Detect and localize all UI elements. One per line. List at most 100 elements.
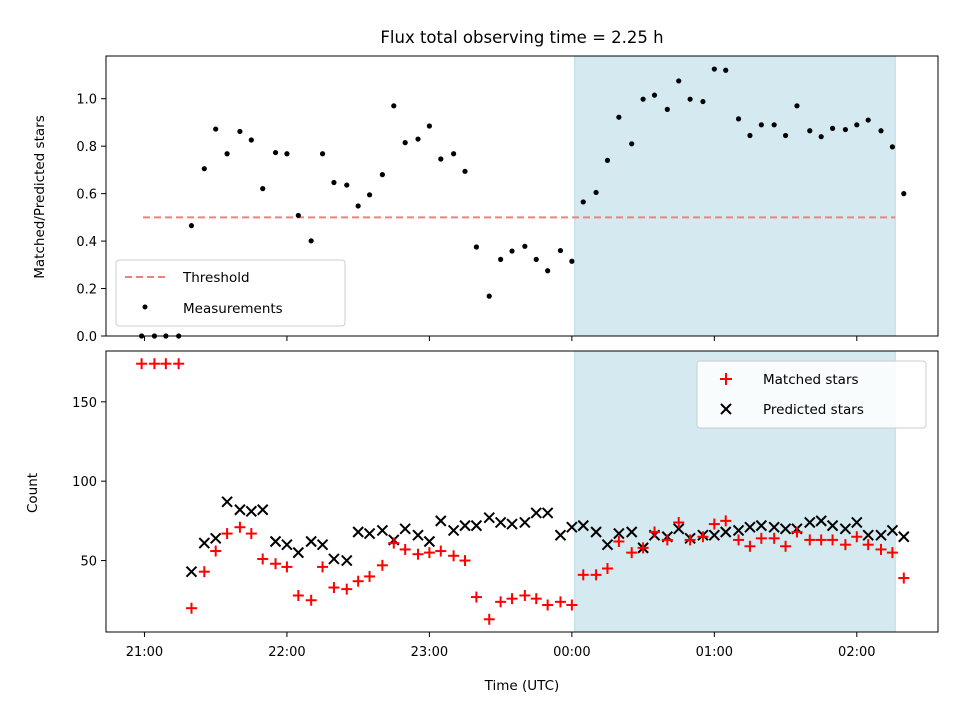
y-tick-label: 0.6 (76, 188, 97, 203)
matched-star-point (875, 543, 887, 555)
matched-star-point (708, 518, 720, 530)
measurement-point (640, 96, 646, 102)
predicted-star-point-stroke (875, 529, 887, 541)
predicted-star-point-stroke (316, 538, 329, 551)
counts-legend-box (696, 360, 927, 429)
predicted-star-point (851, 516, 863, 529)
matched-star-point (815, 534, 827, 546)
predicted-star-point (601, 538, 614, 551)
measurement-point (818, 134, 824, 140)
matched-star-point (862, 539, 874, 551)
matched-star-point (804, 534, 816, 546)
matched-star-point (542, 599, 554, 611)
predicted-star-point-stroke (363, 527, 376, 540)
predicted-star-point (341, 554, 353, 567)
matched-star-point (791, 526, 803, 538)
matched-star-point (780, 540, 792, 552)
matched-star-point (684, 534, 696, 546)
ratio-y-ticks: 0.0 0.2 0.4 0.6 0.8 1.0 (76, 93, 106, 345)
measurement-point (522, 243, 528, 249)
matched-star-point (352, 575, 364, 587)
predicted-star-point-stroke (768, 521, 780, 533)
predicted-star-point (804, 516, 816, 529)
measurement-point (213, 126, 219, 132)
predicted-star-point-stroke (886, 524, 899, 537)
x-tick-label: 21:00 (126, 645, 163, 660)
matched-star-point (495, 596, 507, 608)
matched-star-point (768, 532, 780, 544)
legend-matched-label: Matched stars (763, 372, 859, 388)
ratio-legend: Threshold Measurements (115, 259, 346, 327)
predicted-star-point-stroke (341, 554, 353, 567)
matched-star-point (530, 593, 542, 605)
predicted-star-point-stroke (566, 521, 578, 533)
measurement-point (807, 128, 813, 134)
measurement-point (580, 199, 586, 205)
predicted-star-point-stroke (245, 505, 258, 518)
predicted-star-point (447, 524, 460, 537)
predicted-star-point (245, 505, 258, 518)
predicted-star-point (862, 529, 874, 541)
measurement-point (545, 268, 551, 274)
predicted-star-point (506, 518, 518, 530)
measurement-point (272, 149, 279, 156)
matched-star-point (613, 536, 625, 548)
predicted-star-point (328, 553, 340, 565)
measurement-point (901, 191, 907, 197)
matched-star-point (519, 589, 531, 601)
measurement-point (451, 151, 457, 157)
predicted-star-point-stroke (826, 519, 839, 532)
measurement-point (379, 172, 385, 178)
matched-star-point (399, 543, 411, 555)
predicted-star-point (470, 519, 483, 532)
matched-star-point (148, 358, 160, 370)
measurement-point (700, 98, 706, 105)
predicted-star-point (363, 527, 376, 540)
y-tick-label: 1.0 (76, 93, 97, 108)
matched-star-point (898, 572, 910, 584)
matched-star-points (136, 358, 910, 625)
y-tick-label: 0.4 (76, 235, 97, 250)
matched-star-point (851, 531, 863, 543)
predicted-star-point-stroke (708, 529, 721, 541)
predicted-star-point (198, 537, 211, 549)
predicted-star-point (399, 523, 411, 535)
predicted-star-point (744, 521, 756, 533)
ratio-x-ticks (143, 336, 858, 341)
predicted-star-point-stroke (305, 535, 317, 548)
measurement-point (687, 96, 693, 102)
predicted-star-point-stroke (292, 546, 305, 559)
measurement-point (260, 186, 266, 192)
predicted-star-point (185, 565, 198, 578)
predicted-star-point (221, 496, 233, 508)
counts-plot-frame (105, 350, 939, 633)
x-tick-label: 02:00 (838, 645, 875, 660)
measurement-point (426, 123, 432, 129)
measurement-point (651, 92, 658, 98)
matched-star-point (744, 540, 756, 552)
measurement-point (237, 128, 243, 135)
measurement-point (355, 203, 361, 209)
matched-star-point (328, 582, 340, 594)
chart-title: Flux total observing time = 2.25 h (380, 28, 663, 47)
predicted-star-point (435, 515, 447, 527)
x-tick-label: 01:00 (696, 645, 733, 660)
predicted-star-point-stroke (613, 527, 625, 540)
measurement-point (747, 132, 753, 139)
predicted-star-point (826, 519, 839, 532)
predicted-star-point (886, 524, 899, 537)
measurement-point (486, 293, 492, 299)
matched-star-point (470, 591, 482, 603)
matched-star-point (423, 547, 435, 559)
matched-star-point (376, 559, 388, 571)
matched-star-point (292, 589, 304, 601)
measurement-point (854, 122, 860, 128)
matched-star-point (412, 548, 424, 560)
ratio-shaded-region (574, 56, 896, 336)
matched-star-point (697, 531, 709, 543)
measurement-point (878, 128, 884, 134)
measurement-point (723, 67, 729, 73)
matched-star-point (661, 534, 673, 546)
measurement-point (498, 256, 504, 262)
